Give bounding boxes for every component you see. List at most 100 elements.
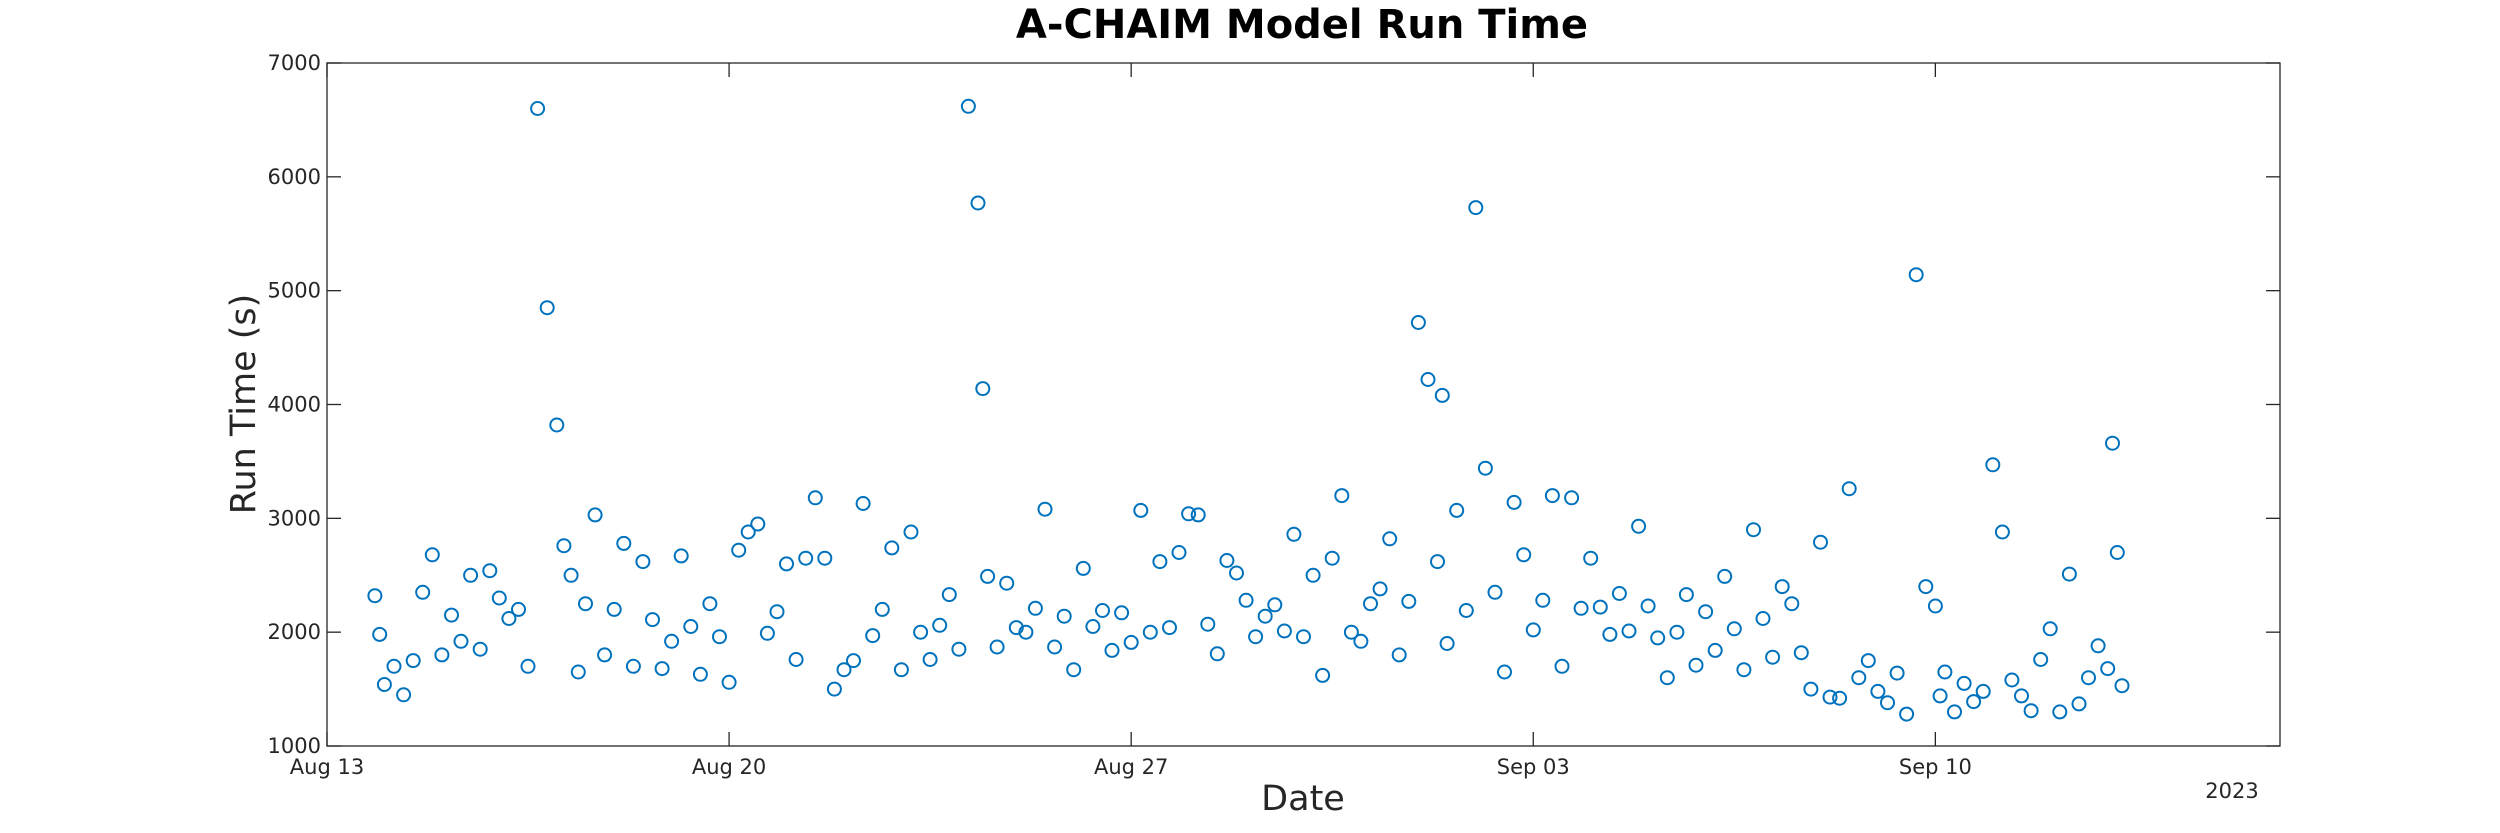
data-points (367, 98, 2130, 722)
y-tick-label: 5000 (268, 279, 321, 303)
data-point (2090, 638, 2106, 654)
data-point (1985, 457, 2001, 473)
data-point (1181, 506, 1197, 522)
x-axis-year-label: 2023 (2205, 779, 2258, 803)
data-point (386, 658, 402, 674)
data-point (932, 617, 948, 633)
data-point (2071, 696, 2087, 712)
data-point (702, 596, 718, 612)
data-point (1018, 624, 1034, 640)
chart-title: A-CHAIM Model Run Time (1016, 2, 1588, 48)
data-point (1994, 524, 2010, 540)
data-point (1334, 488, 1350, 504)
data-point (1190, 507, 1206, 523)
data-point (1544, 488, 1560, 504)
data-point (2061, 566, 2077, 582)
data-point (2114, 678, 2130, 694)
data-point (1525, 622, 1541, 638)
data-point (1343, 624, 1359, 640)
data-point (712, 629, 727, 645)
data-point (1956, 675, 1972, 691)
data-point (788, 652, 804, 667)
x-tick-label: Aug 20 (692, 755, 766, 779)
data-point (798, 550, 814, 566)
data-point (1698, 604, 1714, 620)
data-point (1755, 611, 1771, 626)
data-point (367, 588, 383, 604)
data-point (1736, 662, 1752, 678)
data-point (865, 628, 881, 644)
data-point (1535, 592, 1551, 608)
data-point (1238, 592, 1254, 608)
data-point (424, 547, 440, 563)
data-point (606, 601, 622, 617)
data-point (1401, 593, 1417, 609)
data-point (1171, 545, 1187, 560)
data-point (372, 626, 388, 642)
data-point (1813, 534, 1828, 550)
data-point (415, 584, 431, 600)
data-point (511, 601, 526, 617)
data-point (654, 661, 670, 677)
data-point (826, 681, 842, 697)
data-point (1554, 658, 1570, 674)
data-point (817, 550, 833, 566)
data-point (1219, 553, 1235, 568)
data-point (1870, 683, 1886, 699)
data-point (941, 587, 957, 603)
data-point (570, 664, 586, 680)
y-tick-label: 6000 (268, 165, 321, 189)
data-point (1975, 683, 1991, 699)
data-point (491, 590, 507, 606)
data-point (1439, 636, 1455, 651)
data-point (1477, 460, 1493, 476)
data-point (1659, 670, 1675, 686)
data-point (836, 662, 852, 678)
data-point (2042, 621, 2058, 637)
data-point (1908, 267, 1924, 283)
data-point (539, 300, 555, 316)
data-point (740, 524, 756, 540)
data-point (1276, 623, 1292, 639)
data-point (1267, 597, 1283, 613)
data-point (1162, 620, 1177, 636)
data-point (1573, 600, 1589, 616)
x-tick-label: Aug 13 (290, 755, 364, 779)
data-point (530, 101, 546, 116)
data-point (1458, 603, 1474, 618)
data-point (1707, 642, 1723, 658)
data-point (1918, 579, 1934, 595)
data-point (960, 98, 976, 114)
data-point (1305, 567, 1321, 583)
data-point (2105, 435, 2120, 451)
data-point (1257, 608, 1273, 624)
data-point (846, 653, 861, 669)
data-point (1391, 647, 1407, 663)
data-point (1678, 587, 1694, 603)
data-point (1133, 502, 1149, 518)
data-point (453, 633, 469, 649)
data-point (999, 575, 1015, 591)
data-point (2100, 661, 2116, 677)
data-point (1114, 605, 1130, 621)
data-point (616, 535, 632, 551)
data-point (1726, 621, 1742, 637)
data-point (1449, 502, 1465, 518)
x-tick-label: Sep 10 (1899, 755, 1972, 779)
data-point (1047, 639, 1063, 655)
data-point (563, 567, 579, 583)
data-point (1765, 649, 1781, 665)
data-point (1947, 704, 1962, 720)
data-point (1420, 372, 1436, 387)
data-point (989, 639, 1005, 655)
data-point (1774, 579, 1790, 595)
data-point (1583, 550, 1599, 566)
data-point (1353, 633, 1369, 649)
data-point (1899, 706, 1915, 722)
data-point (975, 381, 991, 397)
data-point (874, 601, 890, 617)
data-point (1324, 550, 1340, 566)
y-axis-title: Run Time (s) (224, 294, 264, 515)
y-axis: 1000 2000 3000 4000 5000 6000 7000 (268, 51, 2280, 758)
data-point (396, 687, 412, 703)
